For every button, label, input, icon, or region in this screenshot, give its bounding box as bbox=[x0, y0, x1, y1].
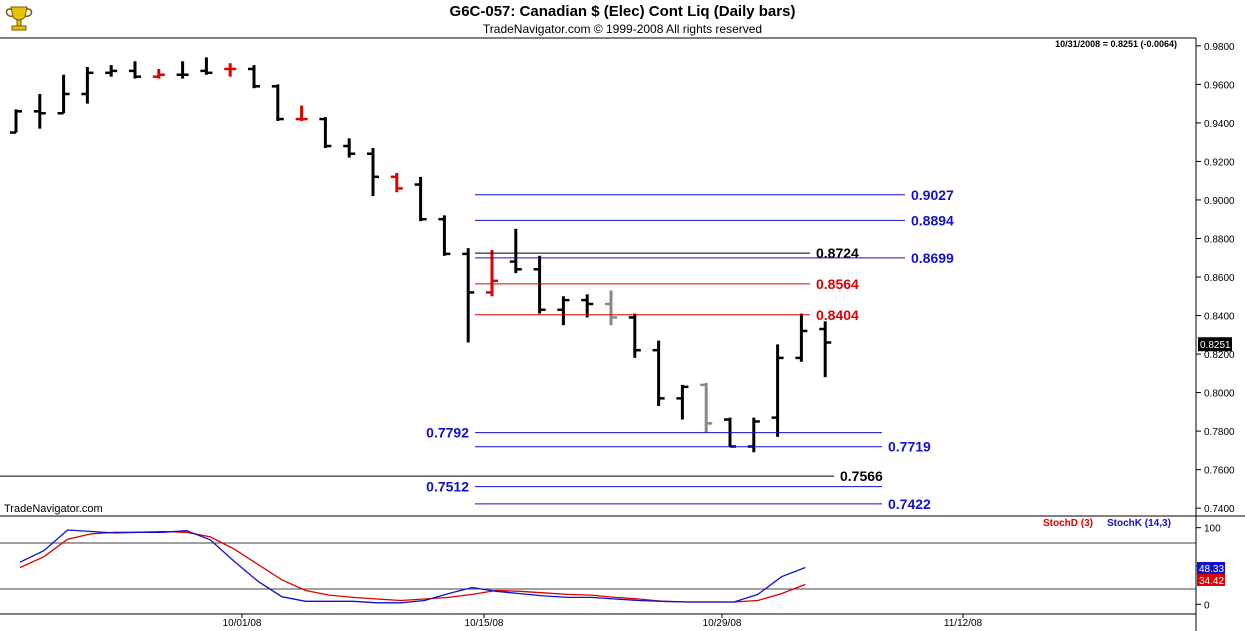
watermark-text: TradeNavigator.com bbox=[4, 503, 103, 515]
price-tick-label: 0.9800 bbox=[1204, 42, 1235, 53]
price-tick-label: 0.8400 bbox=[1204, 312, 1235, 323]
trophy-icon bbox=[4, 3, 34, 33]
price-tick-label: 0.9200 bbox=[1204, 157, 1235, 168]
price-tick-label: 0.7800 bbox=[1204, 427, 1235, 438]
stoch-tick-label: 100 bbox=[1204, 524, 1221, 535]
stoch-k-value: 48.33 bbox=[1199, 564, 1224, 575]
level-label: 0.9027 bbox=[911, 187, 954, 203]
level-label: 0.7422 bbox=[888, 496, 931, 512]
level-label: 0.8894 bbox=[911, 212, 954, 228]
level-label: 0.7566 bbox=[840, 468, 883, 484]
level-label: 0.8699 bbox=[911, 250, 954, 266]
chart-title: G6C-057: Canadian $ (Elec) Cont Liq (Dai… bbox=[449, 3, 796, 20]
price-tick-label: 0.9600 bbox=[1204, 80, 1235, 91]
level-label: 0.8724 bbox=[816, 245, 859, 261]
price-tick-label: 0.8200 bbox=[1204, 350, 1235, 361]
stoch-d-value: 34.42 bbox=[1199, 576, 1224, 587]
date-tick-label: 11/12/08 bbox=[944, 618, 983, 629]
date-tick-label: 10/01/08 bbox=[223, 618, 262, 629]
price-tick-label: 0.8000 bbox=[1204, 389, 1235, 400]
price-tick-label: 0.8600 bbox=[1204, 273, 1235, 284]
last-price-marker bbox=[1198, 337, 1232, 352]
stoch-k-marker bbox=[1197, 562, 1225, 574]
stoch-d-line bbox=[19, 530, 806, 603]
price-tick-label: 0.7400 bbox=[1204, 504, 1235, 515]
stoch-k-line bbox=[19, 529, 806, 604]
last-price-label: 0.8251 bbox=[1200, 340, 1231, 351]
copyright-text: TradeNavigator.com © 1999-2008 All right… bbox=[482, 22, 763, 36]
level-label: 0.8404 bbox=[816, 307, 859, 323]
date-tick-label: 10/29/08 bbox=[703, 618, 742, 629]
last-quote-text: 10/31/2008 = 0.8251 (-0.0064) bbox=[1055, 39, 1177, 49]
level-label: 0.7792 bbox=[426, 425, 469, 441]
stoch-d-marker bbox=[1197, 574, 1225, 586]
price-tick-label: 0.7600 bbox=[1204, 466, 1235, 477]
level-label: 0.7719 bbox=[888, 439, 931, 455]
stoch-tick-label: 0 bbox=[1204, 600, 1210, 611]
price-tick-label: 0.8800 bbox=[1204, 234, 1235, 245]
level-label: 0.7512 bbox=[426, 479, 469, 495]
price-tick-label: 0.9000 bbox=[1204, 196, 1235, 207]
date-tick-label: 10/15/08 bbox=[465, 618, 504, 629]
legend-stoch-d: StochD (3) bbox=[1043, 518, 1093, 529]
legend-stoch-k: StochK (14,3) bbox=[1107, 518, 1171, 529]
price-tick-label: 0.9400 bbox=[1204, 119, 1235, 130]
level-label: 0.8564 bbox=[816, 276, 859, 292]
